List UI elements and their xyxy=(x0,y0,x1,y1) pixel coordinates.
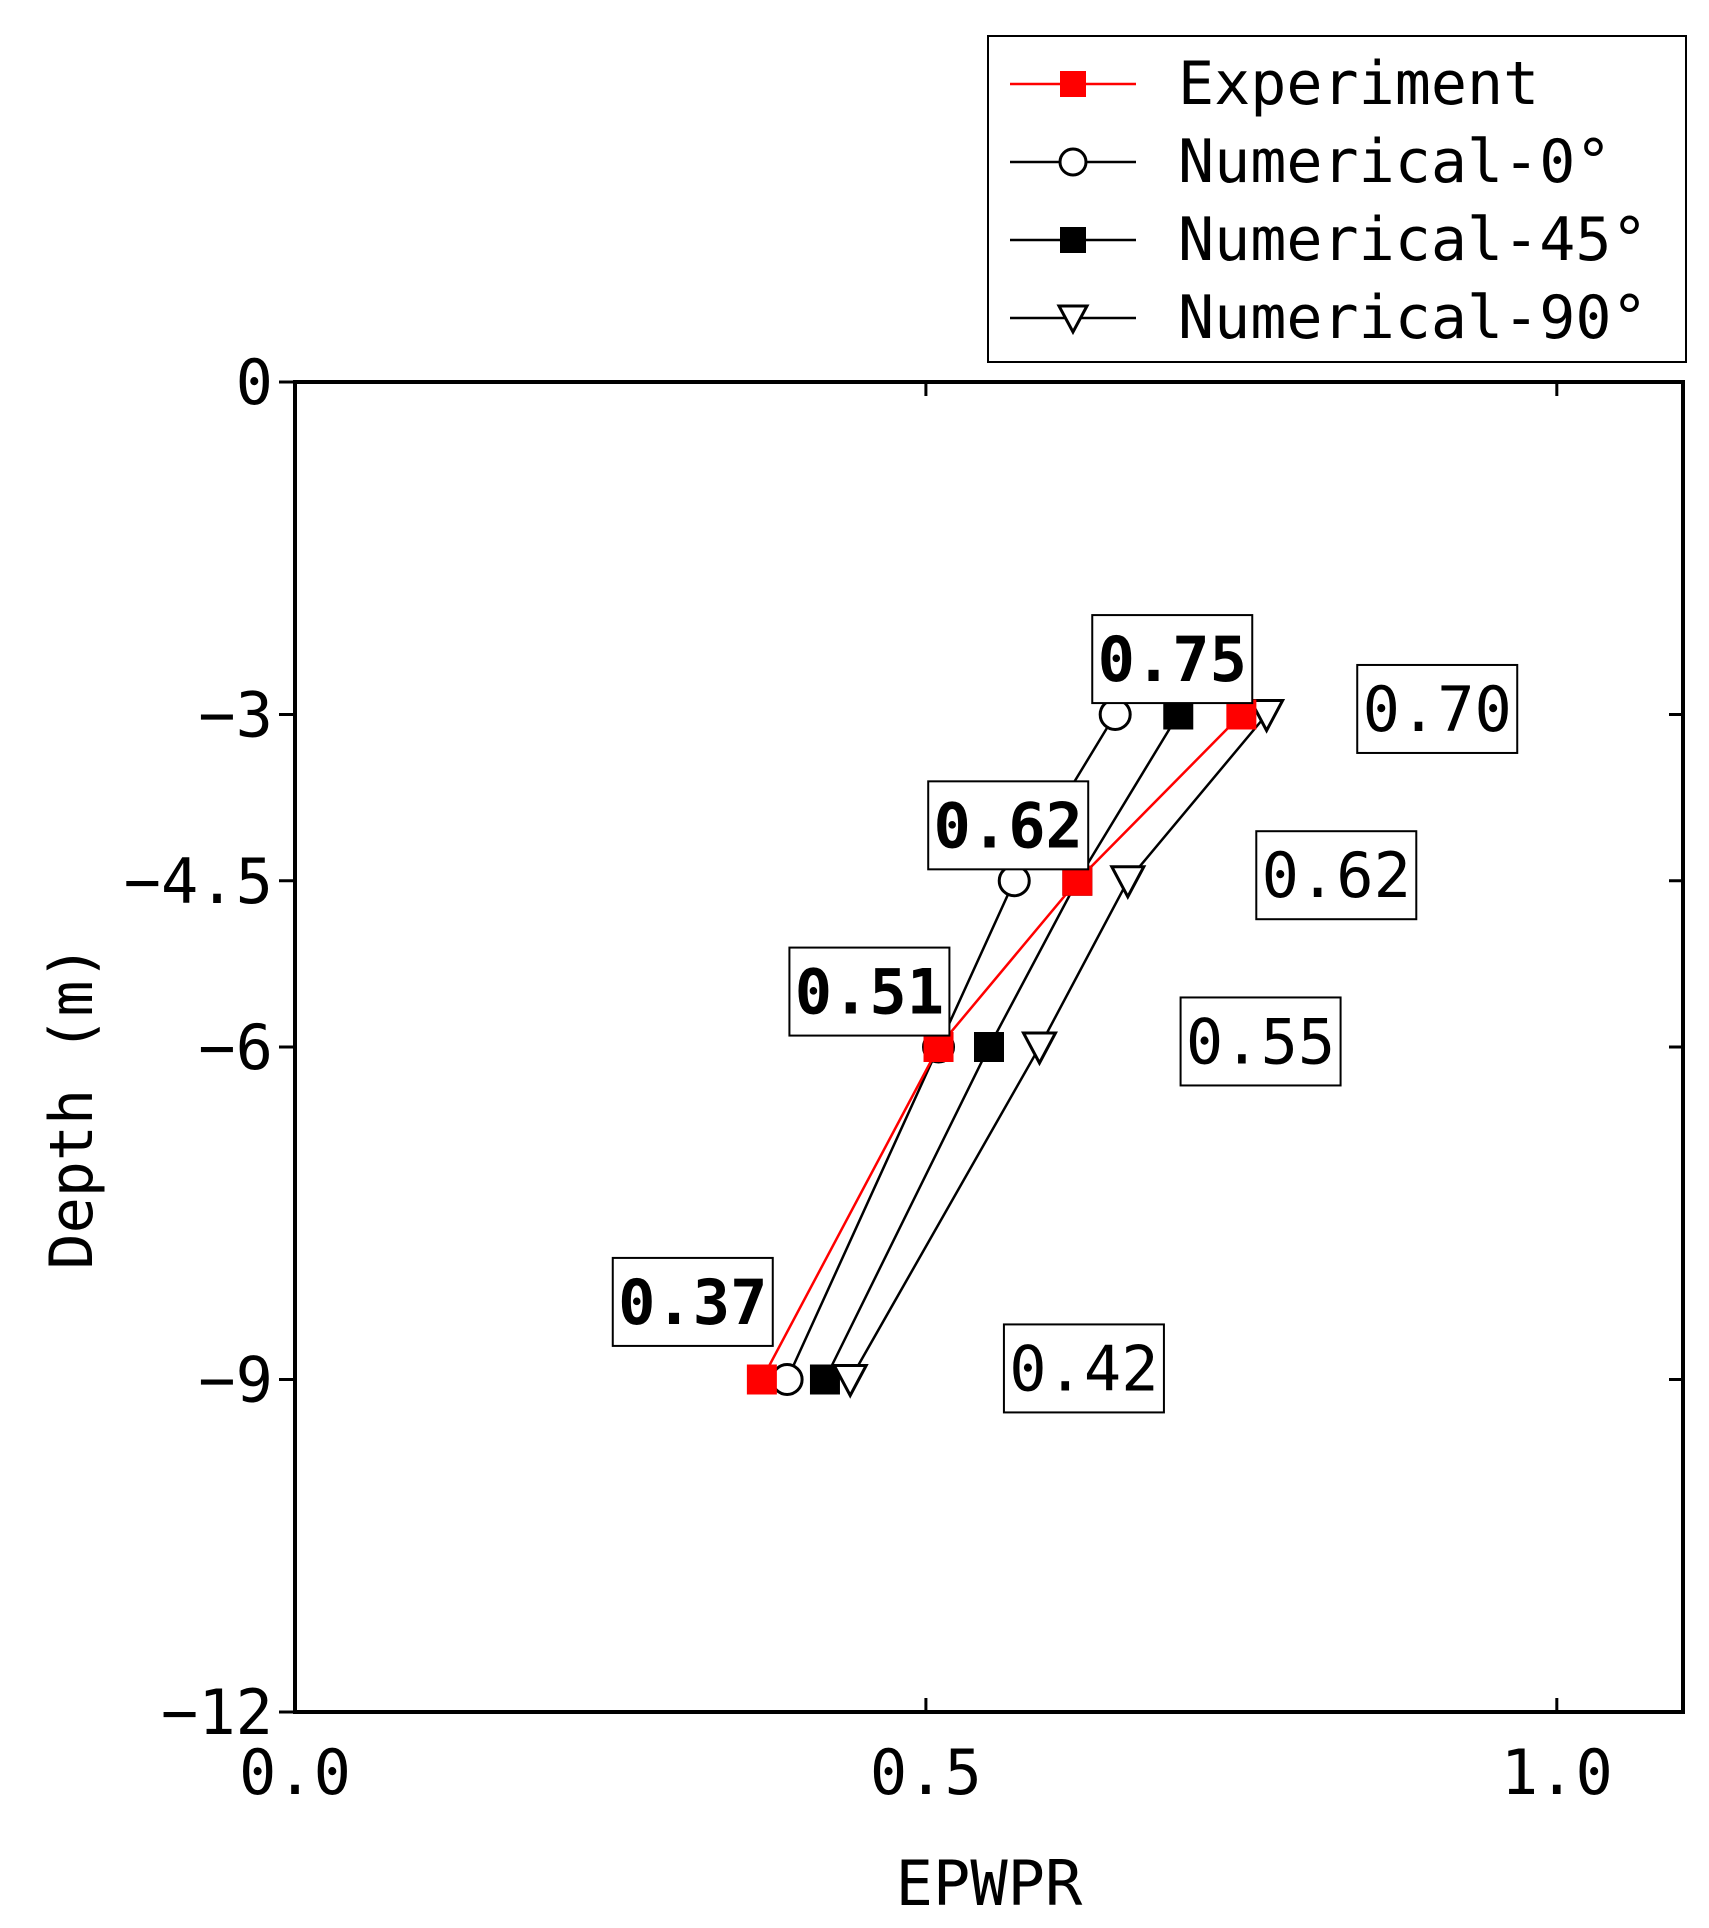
y-tick-label: −9 xyxy=(198,1344,273,1417)
y-axis-label: Depth (m) xyxy=(37,944,107,1269)
legend-marker xyxy=(1060,227,1086,253)
legend-label: Numerical-45° xyxy=(1178,205,1648,275)
data-point xyxy=(1248,699,1286,734)
annotation-box xyxy=(788,946,951,1037)
data-point xyxy=(974,1032,1004,1062)
annotation-label: 0.42 xyxy=(1009,1332,1158,1405)
data-point xyxy=(831,1364,869,1399)
y-tick-label: −3 xyxy=(198,679,273,752)
x-tick-label: 1.0 xyxy=(1501,1736,1613,1809)
annotation-label: 0.62 xyxy=(934,789,1083,862)
annotation-box xyxy=(927,780,1090,871)
data-point xyxy=(1020,1031,1058,1067)
annotation-label: 0.62 xyxy=(1262,839,1411,912)
data-point xyxy=(746,1364,777,1395)
y-tick-label: −6 xyxy=(198,1011,273,1084)
annotation-box xyxy=(1356,663,1519,754)
data-point xyxy=(809,1364,840,1395)
annotation-label: 0.37 xyxy=(618,1266,767,1339)
annotation-box xyxy=(1091,614,1254,705)
data-point xyxy=(1062,865,1093,896)
y-tick-label: 0 xyxy=(236,346,273,419)
y-tick-label: −12 xyxy=(161,1676,273,1749)
data-point xyxy=(1109,865,1147,900)
x-tick-label: 0.0 xyxy=(239,1736,351,1809)
series-line xyxy=(760,713,1243,1381)
legend-marker xyxy=(1056,304,1090,336)
annotation-box xyxy=(1002,1323,1165,1414)
annotation-label: 0.51 xyxy=(795,956,944,1029)
annotation-box xyxy=(1255,830,1418,921)
legend-label: Numerical-90° xyxy=(1178,283,1648,353)
series-line xyxy=(823,713,1180,1381)
legend-label: Numerical-0° xyxy=(1178,127,1611,197)
legend-marker xyxy=(1058,147,1088,177)
annotation-box xyxy=(1179,996,1342,1087)
legend-label: Experiment xyxy=(1178,49,1539,119)
legend-marker xyxy=(1060,71,1086,97)
y-tick-label: −4.5 xyxy=(124,845,273,918)
series-line xyxy=(849,713,1268,1381)
annotation-label: 0.55 xyxy=(1186,1005,1335,1078)
data-point xyxy=(923,1032,954,1062)
annotation-label: 0.70 xyxy=(1363,673,1512,746)
x-tick-label: 0.5 xyxy=(870,1736,982,1809)
annotation-label: 0.75 xyxy=(1098,623,1247,696)
annotation-box xyxy=(611,1256,774,1347)
data-point xyxy=(1226,699,1257,730)
x-axis-label: EPWPR xyxy=(896,1847,1083,1920)
legend-box xyxy=(987,35,1687,363)
data-point xyxy=(1163,699,1194,730)
